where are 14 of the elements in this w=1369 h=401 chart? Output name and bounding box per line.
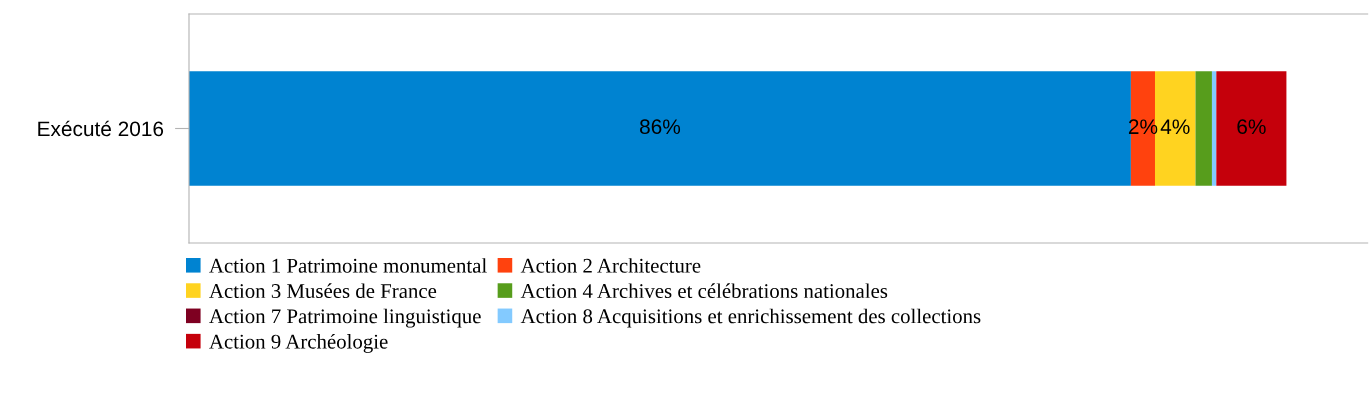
legend-label: Action 1 Patrimoine monumental	[209, 258, 487, 273]
legend-label: Action 9 Archéologie	[209, 333, 388, 353]
legend-label: Action 4 Archives et célébrations nationales	[520, 283, 888, 299]
data-label: 4%	[1160, 119, 1190, 135]
legend-label: Action 8 Acquisitions et enrichissement des collections	[520, 308, 981, 328]
bar	[1211, 71, 1217, 186]
bar	[1216, 71, 1287, 186]
bar	[1195, 71, 1212, 186]
legend-label: Action 2 Architecture	[520, 258, 701, 273]
legend-label: Action 3 Musées de France	[209, 283, 437, 299]
data-label: 86%	[640, 119, 681, 135]
legend-label: Action 7 Patrimoine linguistique	[209, 308, 481, 328]
data-label: 6%	[1237, 119, 1266, 135]
y-tick-label: Exécuté 2016	[38, 120, 164, 137]
